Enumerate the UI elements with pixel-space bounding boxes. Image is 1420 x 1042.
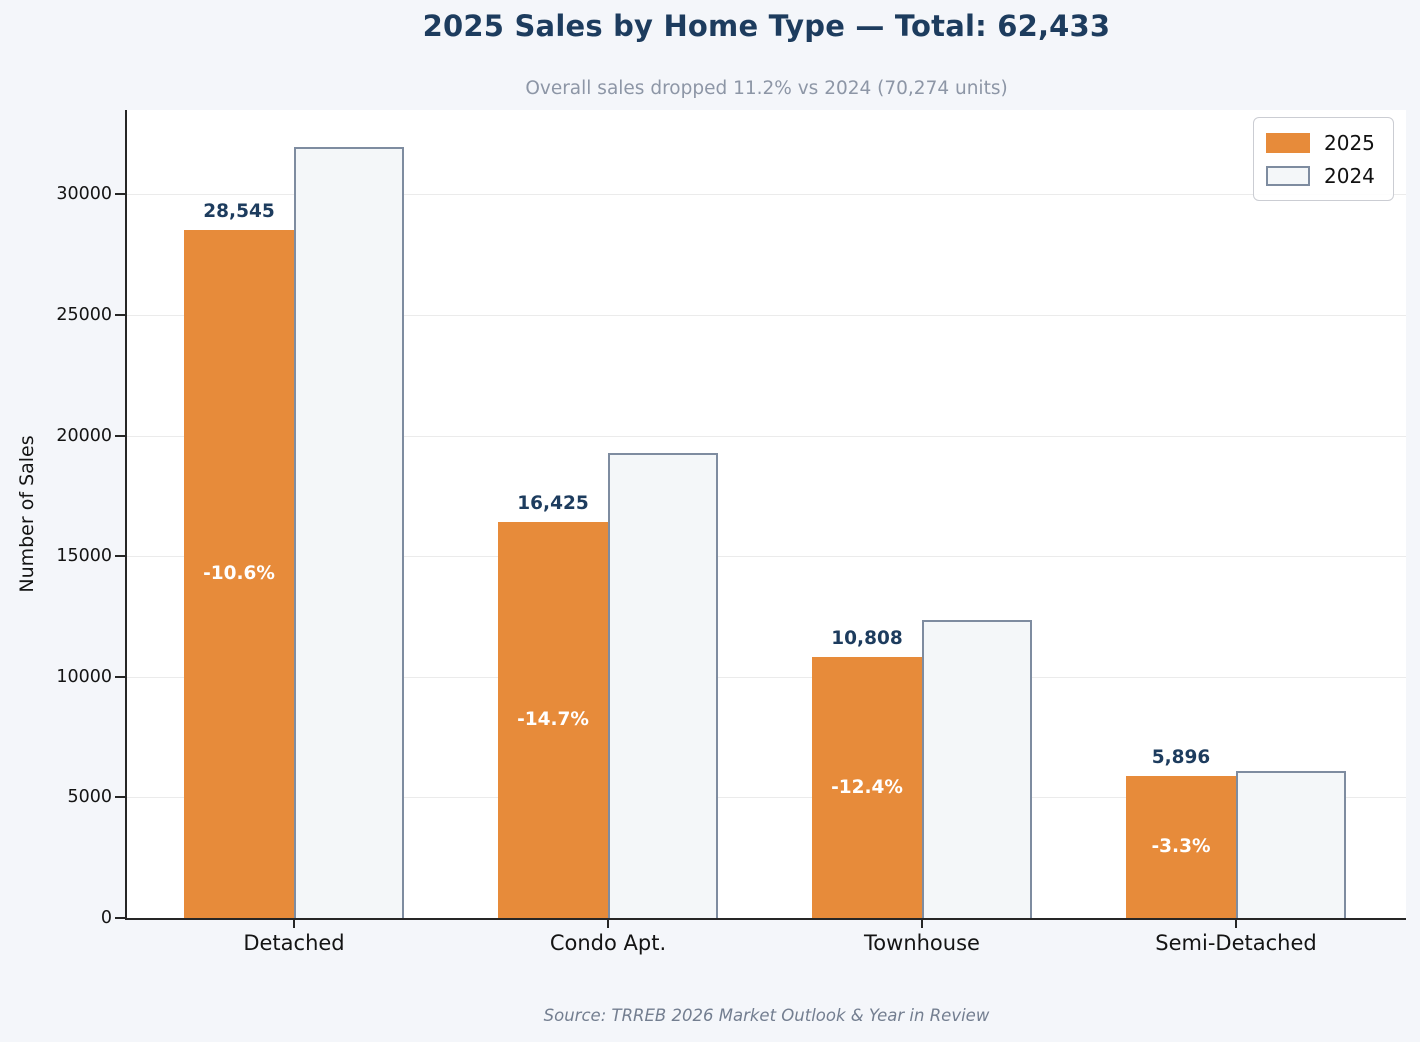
legend-swatch-2025 <box>1266 132 1310 153</box>
legend-swatch-2024 <box>1266 165 1310 186</box>
x-category-label-detached: Detached <box>243 931 345 955</box>
x-tick-mark-condo-apt <box>607 920 609 928</box>
y-axis-label: Number of Sales <box>16 435 38 593</box>
y-tick-label-5000: 5000 <box>67 787 112 808</box>
legend-label-2025: 2025 <box>1324 130 1375 155</box>
gridline-30000 <box>127 194 1406 196</box>
y-axis-spine <box>125 110 127 920</box>
y-tick-label-25000: 25000 <box>56 305 112 325</box>
y-tick-mark-20000 <box>115 434 125 437</box>
x-tick-mark-townhouse <box>921 920 923 928</box>
y-tick-mark-5000 <box>115 796 125 799</box>
y-tick-label-0: 0 <box>100 908 112 928</box>
gridline-25000 <box>127 315 1406 316</box>
x-axis-spine <box>125 918 1406 920</box>
x-category-label-semi-detached: Semi-Detached <box>1155 931 1317 955</box>
legend-item-2025: 2025 <box>1266 126 1381 159</box>
legend: 2025 2024 <box>1253 117 1394 201</box>
bar-2024-detached <box>294 147 404 918</box>
pct-change-label-townhouse: -12.4% <box>831 777 903 799</box>
chart-title: 2025 Sales by Home Type — Total: 62,433 <box>422 9 1111 43</box>
bar-2025-townhouse: -12.4% <box>812 657 922 918</box>
legend-label-2024: 2024 <box>1324 163 1375 188</box>
y-tick-label-30000: 30000 <box>56 184 112 205</box>
plot-area: -10.6% 28,545 -14.7% 16,425 -12.4% 10,808 -3.3… <box>127 110 1406 918</box>
x-tick-mark-semi-detached <box>1235 920 1237 928</box>
y-tick-mark-15000 <box>115 555 125 558</box>
pct-change-label-semi-detached: -3.3% <box>1151 836 1211 858</box>
bar-value-label-townhouse: 10,808 <box>831 628 903 650</box>
gridline-5000 <box>127 797 1406 799</box>
y-tick-mark-0 <box>115 917 125 919</box>
pct-change-label-condo-apt: -14.7% <box>517 709 589 731</box>
y-tick-mark-25000 <box>115 314 125 316</box>
y-tick-mark-30000 <box>115 193 125 196</box>
bar-value-label-detached: 28,545 <box>203 200 275 222</box>
bar-2024-condo-apt <box>608 452 718 918</box>
y-tick-label-20000: 20000 <box>56 425 112 446</box>
bar-2025-semi-detached: -3.3% <box>1126 775 1236 918</box>
y-tick-mark-10000 <box>115 675 125 678</box>
bar-2024-semi-detached <box>1236 770 1346 918</box>
gridline-10000 <box>127 676 1406 678</box>
gridline-15000 <box>127 556 1406 558</box>
x-tick-mark-detached <box>293 920 295 928</box>
gridline-20000 <box>127 435 1406 437</box>
pct-change-label-detached: -10.6% <box>203 563 275 585</box>
bar-2025-condo-apt: -14.7% <box>498 521 608 918</box>
y-tick-label-15000: 15000 <box>56 546 112 567</box>
y-tick-label-10000: 10000 <box>56 666 112 687</box>
bar-2024-townhouse <box>922 620 1032 918</box>
bar-value-label-condo-apt: 16,425 <box>517 492 589 514</box>
x-category-label-townhouse: Townhouse <box>864 931 980 955</box>
bar-value-label-semi-detached: 5,896 <box>1151 746 1211 768</box>
bar-2025-detached: -10.6% <box>184 229 294 918</box>
chart-subtitle: Overall sales dropped 11.2% vs 2024 (70,… <box>525 78 1008 99</box>
source-note: Source: TRREB 2026 Market Outlook & Year… <box>543 1006 990 1025</box>
x-category-label-condo-apt: Condo Apt. <box>549 931 667 955</box>
legend-item-2024: 2024 <box>1266 159 1381 192</box>
